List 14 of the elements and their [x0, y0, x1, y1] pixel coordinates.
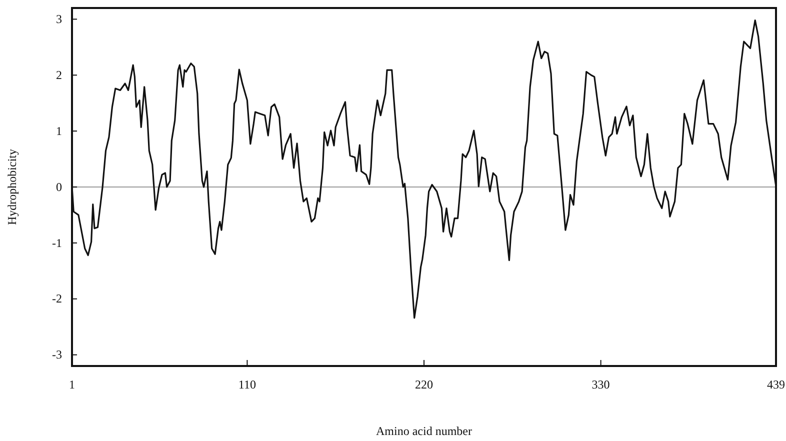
y-tick-label: -3 — [52, 348, 62, 362]
x-tick-label: 330 — [592, 378, 610, 392]
y-tick-label: 3 — [56, 12, 62, 26]
y-tick-label: 1 — [56, 124, 62, 138]
x-axis-title: Amino acid number — [376, 424, 472, 438]
x-tick-label: 1 — [69, 378, 75, 392]
y-axis-title: Hydrophobicity — [5, 149, 19, 225]
y-tick-label: 2 — [56, 68, 62, 82]
y-tick-label: -2 — [52, 292, 62, 306]
y-tick-label: 0 — [56, 180, 62, 194]
x-tick-label: 220 — [415, 378, 433, 392]
x-tick-label: 110 — [238, 378, 256, 392]
x-tick-label: 439 — [767, 378, 785, 392]
y-tick-label: -1 — [52, 236, 62, 250]
